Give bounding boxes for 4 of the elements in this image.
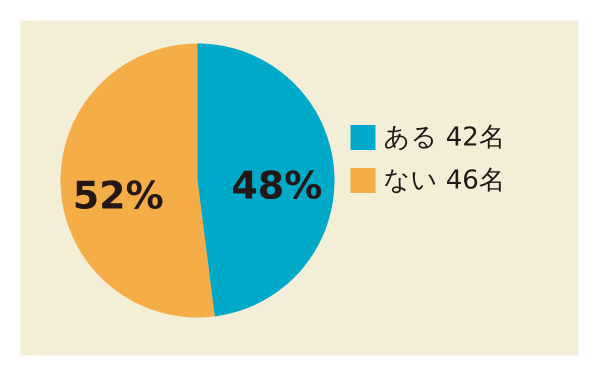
legend-label: ある 42名: [384, 122, 505, 152]
legend-label: ない 46名: [384, 166, 505, 196]
data-label: 52%: [72, 173, 164, 218]
data-label: 48%: [231, 164, 322, 208]
